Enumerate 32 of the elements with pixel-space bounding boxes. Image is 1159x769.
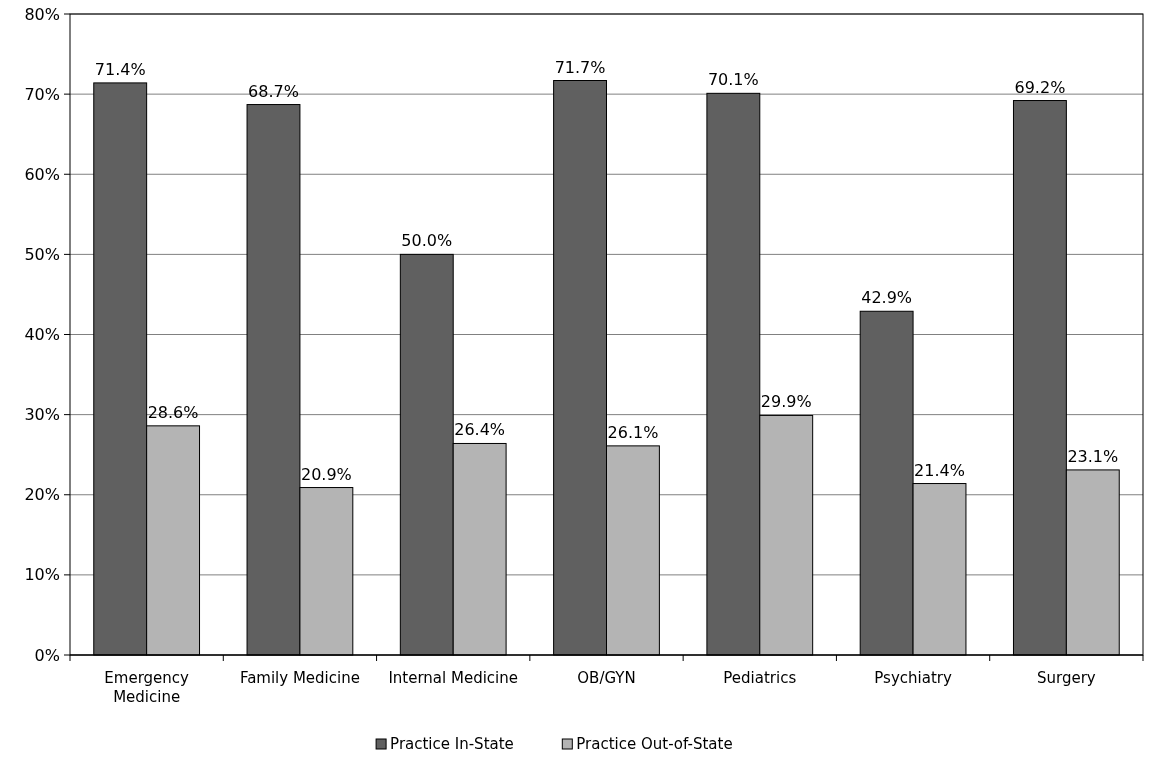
y-tick-label: 70% [24,84,60,104]
y-tick-label: 20% [24,485,60,505]
data-label: 71.4% [94,59,146,79]
data-label: 28.6% [147,402,199,422]
y-tick-label: 60% [24,164,60,184]
data-label: 50.0% [401,231,453,251]
legend-label: Practice In-State [390,735,514,753]
y-tick-label: 10% [24,565,60,585]
data-label: 29.9% [760,392,812,412]
data-label: 68.7% [248,81,299,101]
y-tick-label: 30% [24,405,60,425]
data-label: 20.9% [300,464,352,484]
data-label: 70.1% [707,70,759,90]
data-label: 26.4% [454,420,506,440]
x-tick-label: OB/GYN [577,669,636,687]
y-tick-label: 50% [24,244,60,264]
data-label: 21.4% [914,460,965,480]
x-tick-label: Surgery [1036,669,1096,687]
data-label: 69.2% [1014,77,1066,97]
y-tick-label: 40% [24,325,60,345]
data-label: 71.7% [554,57,606,77]
x-tick-label: Family Medicine [239,669,360,687]
data-label: 26.1% [607,422,659,442]
x-tick-label: Emergency Medicine [104,669,190,706]
y-tick-label: 0% [34,645,60,665]
x-tick-label: Internal Medicine [388,669,519,687]
y-tick-label: 80% [24,4,60,24]
legend-label: Practice Out-of-State [576,735,733,753]
data-label: 42.9% [861,288,913,308]
data-label: 23.1% [1067,446,1119,466]
x-tick-label: Pediatrics [723,669,797,687]
x-tick-label: Psychiatry [874,669,952,687]
